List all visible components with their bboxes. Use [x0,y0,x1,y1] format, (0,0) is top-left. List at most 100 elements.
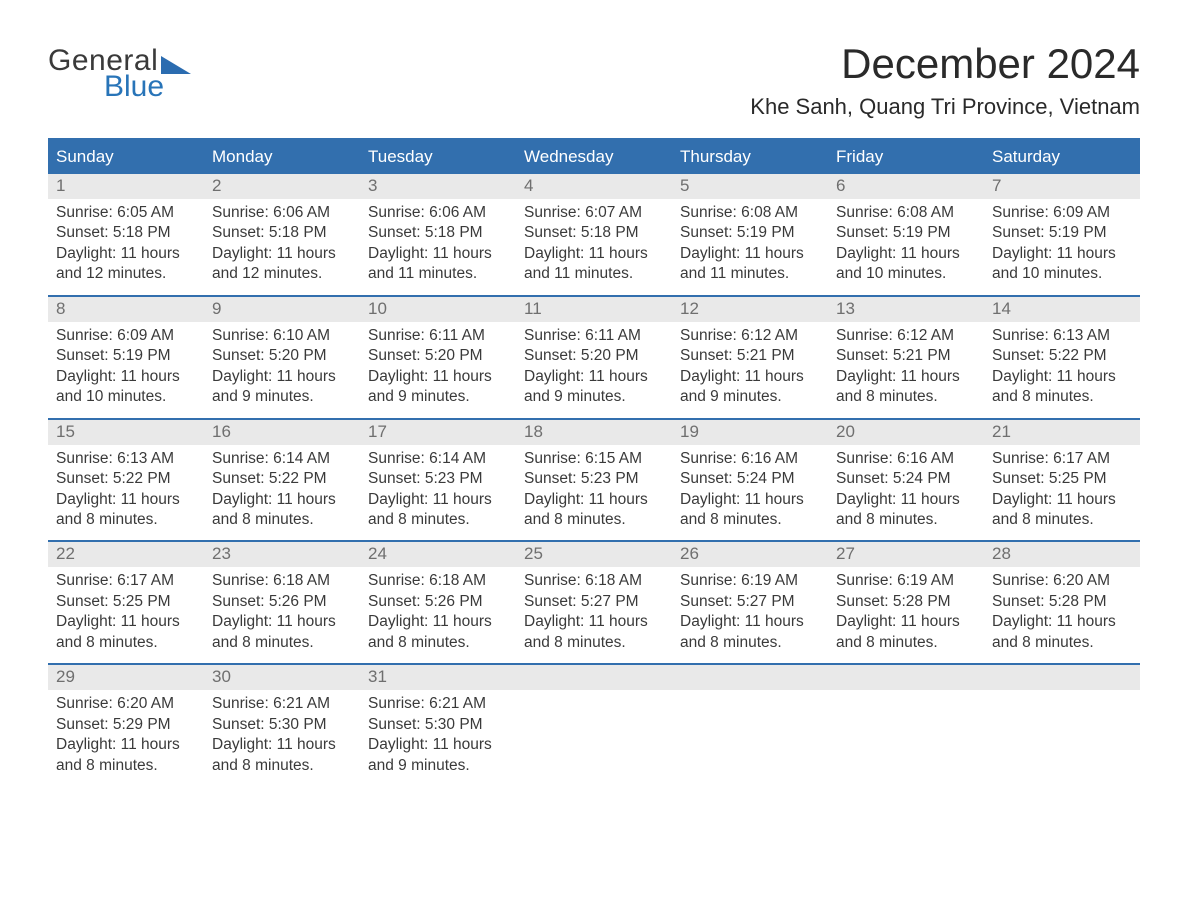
sunset-line: Sunset: 5:18 PM [212,223,352,243]
daylight-line-2: and 8 minutes. [524,510,664,530]
sunrise-line: Sunrise: 6:12 AM [836,326,976,346]
sunset-line: Sunset: 5:19 PM [56,346,196,366]
daylight-line-2: and 8 minutes. [212,633,352,653]
day-body: Sunrise: 6:19 AMSunset: 5:27 PMDaylight:… [672,567,828,653]
calendar-day: 23Sunrise: 6:18 AMSunset: 5:26 PMDayligh… [204,542,360,663]
daylight-line-2: and 11 minutes. [680,264,820,284]
brand-logo: General Blue [48,40,191,102]
day-body: Sunrise: 6:06 AMSunset: 5:18 PMDaylight:… [360,199,516,285]
daylight-line-1: Daylight: 11 hours [212,735,352,755]
day-body: Sunrise: 6:14 AMSunset: 5:23 PMDaylight:… [360,445,516,531]
daylight-line-1: Daylight: 11 hours [524,367,664,387]
calendar-day: 15Sunrise: 6:13 AMSunset: 5:22 PMDayligh… [48,420,204,541]
sunrise-line: Sunrise: 6:18 AM [212,571,352,591]
daylight-line-1: Daylight: 11 hours [836,367,976,387]
sunset-line: Sunset: 5:24 PM [836,469,976,489]
daylight-line-1: Daylight: 11 hours [680,490,820,510]
day-body: Sunrise: 6:17 AMSunset: 5:25 PMDaylight:… [48,567,204,653]
sunset-line: Sunset: 5:23 PM [524,469,664,489]
daylight-line-1: Daylight: 11 hours [836,612,976,632]
daylight-line-2: and 8 minutes. [56,633,196,653]
day-body: Sunrise: 6:13 AMSunset: 5:22 PMDaylight:… [48,445,204,531]
daylight-line-2: and 8 minutes. [992,633,1132,653]
sunset-line: Sunset: 5:27 PM [524,592,664,612]
calendar-day: 28Sunrise: 6:20 AMSunset: 5:28 PMDayligh… [984,542,1140,663]
day-body: Sunrise: 6:09 AMSunset: 5:19 PMDaylight:… [984,199,1140,285]
month-title: December 2024 [750,40,1140,88]
day-number: 27 [828,542,984,567]
daylight-line-2: and 8 minutes. [212,510,352,530]
calendar: Sunday Monday Tuesday Wednesday Thursday… [48,138,1140,786]
sunrise-line: Sunrise: 6:12 AM [680,326,820,346]
daylight-line-2: and 10 minutes. [56,387,196,407]
sunset-line: Sunset: 5:18 PM [56,223,196,243]
daylight-line-2: and 9 minutes. [524,387,664,407]
day-number: 23 [204,542,360,567]
day-body: Sunrise: 6:18 AMSunset: 5:27 PMDaylight:… [516,567,672,653]
calendar-day: 30Sunrise: 6:21 AMSunset: 5:30 PMDayligh… [204,665,360,786]
day-number: 4 [516,174,672,199]
weeks-container: 1Sunrise: 6:05 AMSunset: 5:18 PMDaylight… [48,174,1140,786]
daylight-line-1: Daylight: 11 hours [836,244,976,264]
calendar-day: 17Sunrise: 6:14 AMSunset: 5:23 PMDayligh… [360,420,516,541]
sunrise-line: Sunrise: 6:19 AM [680,571,820,591]
calendar-week: 15Sunrise: 6:13 AMSunset: 5:22 PMDayligh… [48,418,1140,541]
dow-friday: Friday [828,140,984,174]
daylight-line-2: and 8 minutes. [524,633,664,653]
sunset-line: Sunset: 5:23 PM [368,469,508,489]
sunset-line: Sunset: 5:28 PM [836,592,976,612]
calendar-day: 3Sunrise: 6:06 AMSunset: 5:18 PMDaylight… [360,174,516,295]
sunrise-line: Sunrise: 6:08 AM [836,203,976,223]
sunrise-line: Sunrise: 6:17 AM [992,449,1132,469]
day-number: 30 [204,665,360,690]
page-header: General Blue December 2024 Khe Sanh, Qua… [48,40,1140,120]
daylight-line-1: Daylight: 11 hours [368,490,508,510]
daylight-line-2: and 9 minutes. [680,387,820,407]
day-body: Sunrise: 6:12 AMSunset: 5:21 PMDaylight:… [828,322,984,408]
day-number: 31 [360,665,516,690]
day-body: Sunrise: 6:08 AMSunset: 5:19 PMDaylight:… [828,199,984,285]
sunset-line: Sunset: 5:20 PM [212,346,352,366]
brand-word-2: Blue [104,72,191,102]
calendar-day: 20Sunrise: 6:16 AMSunset: 5:24 PMDayligh… [828,420,984,541]
sunset-line: Sunset: 5:21 PM [836,346,976,366]
sunset-line: Sunset: 5:27 PM [680,592,820,612]
calendar-day [516,665,672,786]
day-number [984,665,1140,690]
daylight-line-1: Daylight: 11 hours [212,612,352,632]
daylight-line-2: and 9 minutes. [368,387,508,407]
daylight-line-1: Daylight: 11 hours [680,244,820,264]
day-number: 21 [984,420,1140,445]
sunrise-line: Sunrise: 6:10 AM [212,326,352,346]
dow-sunday: Sunday [48,140,204,174]
sunset-line: Sunset: 5:22 PM [212,469,352,489]
sunset-line: Sunset: 5:28 PM [992,592,1132,612]
sunrise-line: Sunrise: 6:13 AM [56,449,196,469]
sunrise-line: Sunrise: 6:18 AM [368,571,508,591]
day-number: 16 [204,420,360,445]
daylight-line-1: Daylight: 11 hours [992,244,1132,264]
calendar-day: 22Sunrise: 6:17 AMSunset: 5:25 PMDayligh… [48,542,204,663]
sunrise-line: Sunrise: 6:16 AM [836,449,976,469]
daylight-line-2: and 9 minutes. [212,387,352,407]
calendar-week: 22Sunrise: 6:17 AMSunset: 5:25 PMDayligh… [48,540,1140,663]
daylight-line-1: Daylight: 11 hours [56,735,196,755]
day-number: 13 [828,297,984,322]
calendar-day: 9Sunrise: 6:10 AMSunset: 5:20 PMDaylight… [204,297,360,418]
day-number: 25 [516,542,672,567]
daylight-line-2: and 9 minutes. [368,756,508,776]
daylight-line-2: and 8 minutes. [680,633,820,653]
day-number: 14 [984,297,1140,322]
daylight-line-2: and 8 minutes. [56,510,196,530]
daylight-line-1: Daylight: 11 hours [56,244,196,264]
daylight-line-2: and 10 minutes. [992,264,1132,284]
daylight-line-2: and 8 minutes. [836,510,976,530]
day-number: 2 [204,174,360,199]
day-body: Sunrise: 6:20 AMSunset: 5:29 PMDaylight:… [48,690,204,776]
day-number [672,665,828,690]
day-number: 15 [48,420,204,445]
sunrise-line: Sunrise: 6:15 AM [524,449,664,469]
sunrise-line: Sunrise: 6:16 AM [680,449,820,469]
day-body: Sunrise: 6:07 AMSunset: 5:18 PMDaylight:… [516,199,672,285]
day-number: 6 [828,174,984,199]
